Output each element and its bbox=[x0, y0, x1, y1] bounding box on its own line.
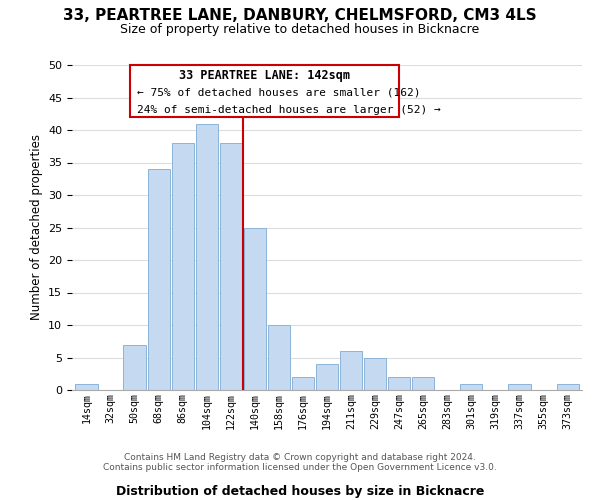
FancyBboxPatch shape bbox=[130, 65, 399, 117]
Text: Size of property relative to detached houses in Bicknacre: Size of property relative to detached ho… bbox=[121, 22, 479, 36]
Text: 33, PEARTREE LANE, DANBURY, CHELMSFORD, CM3 4LS: 33, PEARTREE LANE, DANBURY, CHELMSFORD, … bbox=[63, 8, 537, 22]
Bar bbox=[76, 384, 98, 390]
Bar bbox=[340, 351, 362, 390]
Y-axis label: Number of detached properties: Number of detached properties bbox=[29, 134, 43, 320]
Text: Contains public sector information licensed under the Open Government Licence v3: Contains public sector information licen… bbox=[103, 464, 497, 472]
Text: Distribution of detached houses by size in Bicknacre: Distribution of detached houses by size … bbox=[116, 484, 484, 498]
Bar bbox=[292, 377, 314, 390]
Text: 24% of semi-detached houses are larger (52) →: 24% of semi-detached houses are larger (… bbox=[137, 106, 441, 116]
Bar bbox=[388, 377, 410, 390]
Bar bbox=[172, 143, 194, 390]
Text: 33 PEARTREE LANE: 142sqm: 33 PEARTREE LANE: 142sqm bbox=[179, 69, 350, 82]
Bar bbox=[124, 344, 146, 390]
Bar bbox=[268, 325, 290, 390]
Bar bbox=[244, 228, 266, 390]
Bar bbox=[460, 384, 482, 390]
Bar bbox=[364, 358, 386, 390]
Text: Contains HM Land Registry data © Crown copyright and database right 2024.: Contains HM Land Registry data © Crown c… bbox=[124, 454, 476, 462]
Text: ← 75% of detached houses are smaller (162): ← 75% of detached houses are smaller (16… bbox=[137, 88, 421, 98]
Bar bbox=[148, 169, 170, 390]
Bar bbox=[220, 143, 242, 390]
Bar bbox=[412, 377, 434, 390]
Bar bbox=[196, 124, 218, 390]
Bar bbox=[316, 364, 338, 390]
Bar bbox=[557, 384, 578, 390]
Bar bbox=[508, 384, 530, 390]
